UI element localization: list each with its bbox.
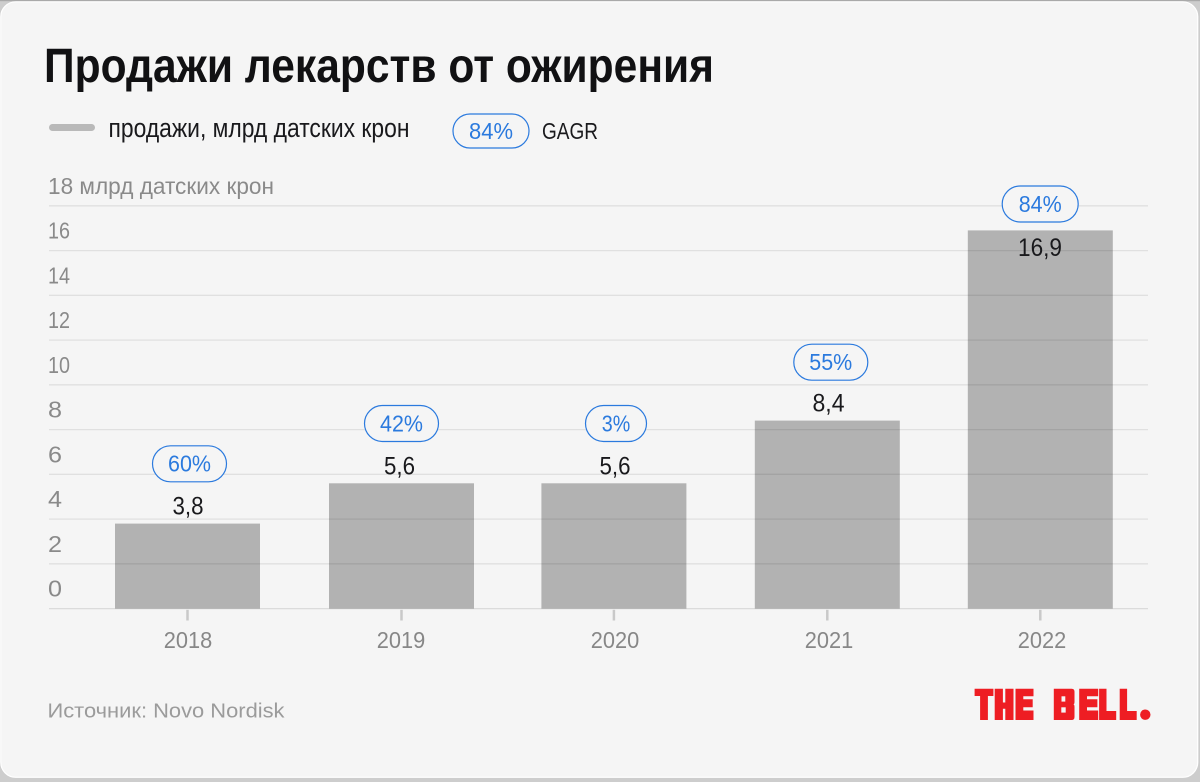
svg-text:2019: 2019 bbox=[377, 627, 426, 653]
svg-text:60%: 60% bbox=[168, 451, 211, 477]
svg-text:84%: 84% bbox=[469, 118, 513, 144]
svg-text:14: 14 bbox=[48, 262, 70, 288]
svg-text:5,6: 5,6 bbox=[384, 452, 415, 480]
svg-text:3,8: 3,8 bbox=[173, 493, 204, 521]
svg-text:Продажи лекарств от ожирения: Продажи лекарств от ожирения bbox=[44, 40, 714, 93]
svg-text:6: 6 bbox=[48, 441, 62, 467]
svg-text:42%: 42% bbox=[380, 410, 423, 436]
svg-text:16,9: 16,9 bbox=[1018, 234, 1062, 262]
svg-text:0: 0 bbox=[48, 576, 62, 602]
svg-text:16: 16 bbox=[48, 218, 70, 244]
svg-text:Источник: Novo Nordisk: Источник: Novo Nordisk bbox=[48, 700, 286, 723]
svg-text:2020: 2020 bbox=[591, 627, 640, 653]
svg-text:2022: 2022 bbox=[1018, 627, 1067, 653]
svg-text:2018: 2018 bbox=[164, 627, 213, 653]
svg-text:2021: 2021 bbox=[805, 627, 854, 653]
svg-text:18 млрд датских крон: 18 млрд датских крон bbox=[48, 173, 274, 199]
svg-text:12: 12 bbox=[48, 307, 70, 333]
svg-text:84%: 84% bbox=[1019, 191, 1062, 217]
svg-text:5,6: 5,6 bbox=[600, 452, 631, 480]
svg-text:4: 4 bbox=[48, 486, 62, 512]
svg-text:55%: 55% bbox=[809, 349, 852, 375]
svg-text:8,4: 8,4 bbox=[813, 390, 845, 418]
svg-text:3%: 3% bbox=[602, 410, 631, 436]
svg-text:2: 2 bbox=[48, 531, 62, 557]
svg-text:GAGR: GAGR bbox=[542, 118, 598, 144]
svg-text:продажи, млрд датских крон: продажи, млрд датских крон bbox=[109, 113, 410, 143]
svg-text:8: 8 bbox=[48, 397, 62, 423]
svg-text:10: 10 bbox=[48, 352, 70, 378]
